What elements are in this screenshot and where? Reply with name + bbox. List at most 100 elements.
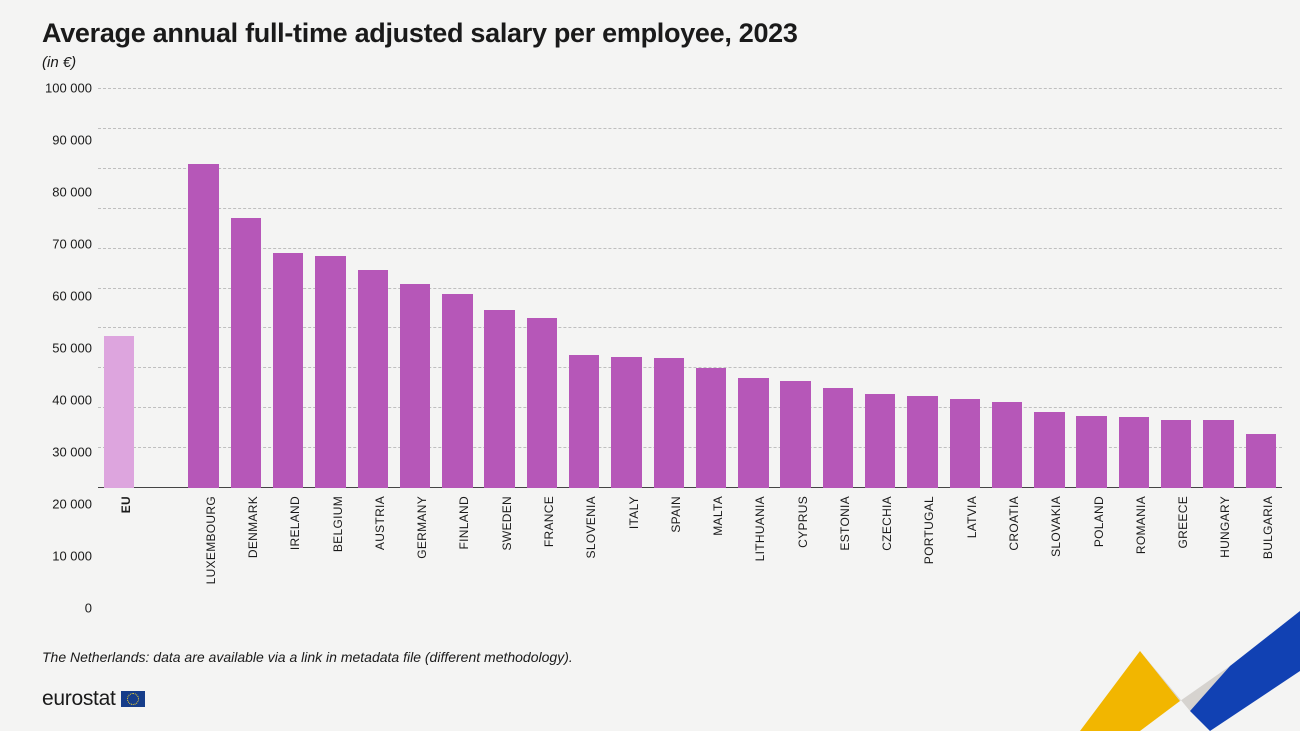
bar <box>738 378 768 488</box>
eurostat-logo: eurostat <box>42 687 145 711</box>
bar-slot <box>775 88 817 488</box>
x-label-slot: GREECE <box>1155 490 1197 598</box>
bar-slot <box>1240 88 1282 488</box>
bar-slot <box>352 88 394 488</box>
bar-slot <box>1070 88 1112 488</box>
x-axis-label: FRANCE <box>542 496 556 547</box>
x-axis-label: LUXEMBOURG <box>204 496 218 584</box>
x-axis-label: IRELAND <box>288 496 302 550</box>
x-axis-label: SPAIN <box>669 496 683 533</box>
bar-slot <box>1028 88 1070 488</box>
x-label-slot: LATVIA <box>944 490 986 598</box>
y-tick-label: 100 000 <box>40 81 92 96</box>
x-label-slot: BULGARIA <box>1240 490 1282 598</box>
bar-slot <box>225 88 267 488</box>
chart-title: Average annual full-time adjusted salary… <box>42 18 798 49</box>
bar <box>907 396 937 488</box>
x-axis-label: BULGARIA <box>1261 496 1275 559</box>
bar-slot <box>690 88 732 488</box>
x-axis-label: ESTONIA <box>838 496 852 551</box>
bar <box>992 402 1022 488</box>
x-label-slot: IRELAND <box>267 490 309 598</box>
x-label-slot: PORTUGAL <box>901 490 943 598</box>
bar-slot <box>732 88 774 488</box>
bar <box>442 294 472 488</box>
x-axis-label: LITHUANIA <box>753 496 767 561</box>
x-label-slot: EU <box>98 490 140 598</box>
decorative-swoosh-icon <box>1080 611 1300 731</box>
x-axis-label: PORTUGAL <box>922 496 936 564</box>
bar <box>315 256 345 488</box>
bar <box>358 270 388 488</box>
bar <box>696 368 726 488</box>
x-label-slot: SWEDEN <box>479 490 521 598</box>
bar-slot <box>1113 88 1155 488</box>
x-label-slot: AUSTRIA <box>352 490 394 598</box>
bar-slot <box>1155 88 1197 488</box>
bar-slot <box>140 88 182 488</box>
bar-slot <box>479 88 521 488</box>
x-axis-label: SLOVAKIA <box>1049 496 1063 557</box>
x-label-slot: FRANCE <box>521 490 563 598</box>
x-axis-label: SLOVENIA <box>584 496 598 558</box>
bar-slot <box>267 88 309 488</box>
x-axis-label: CYPRUS <box>796 496 810 548</box>
bar <box>527 318 557 488</box>
x-axis-labels: EU LUXEMBOURG DENMARK IRELAND BELGIUM AUSTRIA… <box>98 490 1282 598</box>
bar <box>400 284 430 488</box>
chart-subtitle: (in €) <box>42 54 76 71</box>
x-axis-label: GERMANY <box>415 496 429 559</box>
x-label-slot <box>140 490 182 598</box>
x-axis-label: HUNGARY <box>1218 496 1232 558</box>
x-axis-label: CROATIA <box>1007 496 1021 551</box>
y-tick-label: 80 000 <box>40 185 92 200</box>
bar-chart: EU LUXEMBOURG DENMARK IRELAND BELGIUM AUSTRIA… <box>42 78 1282 598</box>
x-label-slot: LUXEMBOURG <box>183 490 225 598</box>
bar <box>950 399 980 488</box>
x-axis-label: DENMARK <box>246 496 260 558</box>
x-label-slot: HUNGARY <box>1197 490 1239 598</box>
x-axis-label: LATVIA <box>965 496 979 538</box>
x-label-slot: ESTONIA <box>817 490 859 598</box>
eu-flag-icon <box>121 691 145 707</box>
bar-slot <box>1197 88 1239 488</box>
bar-slot <box>183 88 225 488</box>
x-axis-label: ROMANIA <box>1134 496 1148 554</box>
bar <box>654 358 684 488</box>
bar <box>780 381 810 488</box>
x-label-slot: CYPRUS <box>775 490 817 598</box>
y-tick-label: 40 000 <box>40 393 92 408</box>
x-axis-label: POLAND <box>1092 496 1106 547</box>
y-tick-label: 60 000 <box>40 289 92 304</box>
bar <box>104 336 134 488</box>
y-tick-label: 30 000 <box>40 445 92 460</box>
bar-slot <box>944 88 986 488</box>
bar-slot <box>986 88 1028 488</box>
x-label-slot: GERMANY <box>394 490 436 598</box>
x-label-slot: ITALY <box>605 490 647 598</box>
bar-slot <box>98 88 140 488</box>
x-axis-label: MALTA <box>711 496 725 536</box>
x-label-slot: DENMARK <box>225 490 267 598</box>
x-label-slot: CROATIA <box>986 490 1028 598</box>
x-label-slot: LITHUANIA <box>732 490 774 598</box>
bar <box>484 310 514 488</box>
y-tick-label: 20 000 <box>40 497 92 512</box>
y-tick-label: 10 000 <box>40 549 92 564</box>
logo-text: eurostat <box>42 687 115 711</box>
bar-slot <box>648 88 690 488</box>
y-tick-label: 50 000 <box>40 341 92 356</box>
x-axis-label: SWEDEN <box>500 496 514 550</box>
x-axis-label: BELGIUM <box>331 496 345 552</box>
x-axis-label: FINLAND <box>457 496 471 549</box>
x-axis-label: EU <box>119 496 133 513</box>
chart-footnote: The Netherlands: data are available via … <box>42 649 573 665</box>
y-tick-label: 0 <box>40 601 92 616</box>
bar <box>1034 412 1064 488</box>
x-axis-label: GREECE <box>1176 496 1190 548</box>
bar <box>569 355 599 488</box>
bar <box>611 357 641 488</box>
bar <box>823 388 853 488</box>
x-label-slot: POLAND <box>1070 490 1112 598</box>
x-label-slot: SLOVENIA <box>563 490 605 598</box>
